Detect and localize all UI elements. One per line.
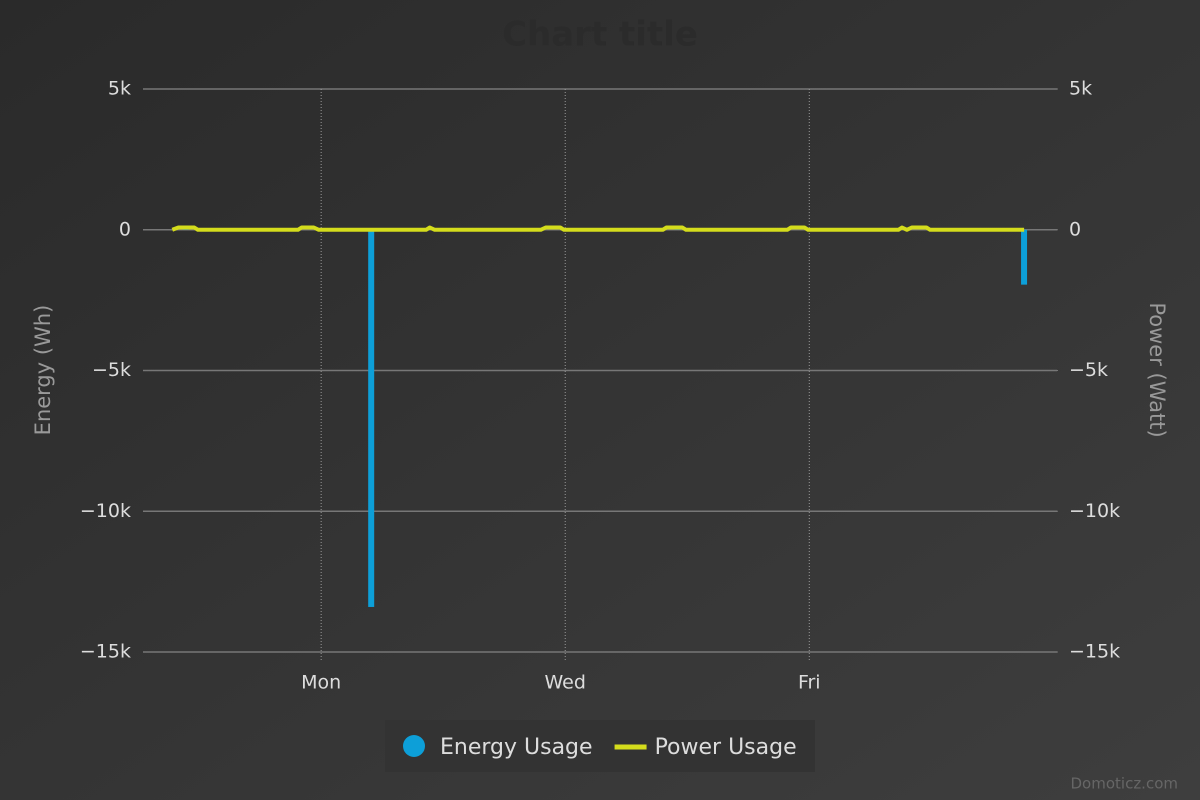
y-tick-label: 0 [119,218,131,240]
y2-tick-label: −15k [1069,641,1120,663]
y2-tick-label: −10k [1069,500,1120,522]
y-axis-title: Energy (Wh) [31,305,55,436]
chart-title: Chart title [502,15,698,55]
y-tick-label: −5k [92,359,131,381]
y2-tick-label: −5k [1069,359,1108,381]
legend-label[interactable]: Power Usage [655,735,797,760]
y-tick-label: 5k [108,78,131,100]
credit: Domoticz.com [1071,775,1179,793]
y2-tick-label: 5k [1069,78,1092,100]
x-tick-label: Fri [798,672,821,694]
legend-label[interactable]: Energy Usage [440,735,593,760]
x-tick-label: Wed [545,672,586,694]
y2-tick-label: 0 [1069,218,1081,240]
legend-marker[interactable] [403,735,425,757]
line [171,225,1025,232]
bar [368,229,375,607]
bar [1021,229,1028,285]
legend-box [385,720,815,772]
y-tick-label: −15k [80,641,131,663]
y-tick-label: −10k [80,500,131,522]
x-tick-label: Mon [301,672,341,694]
y2-axis-title: Power (Watt) [1145,302,1169,437]
